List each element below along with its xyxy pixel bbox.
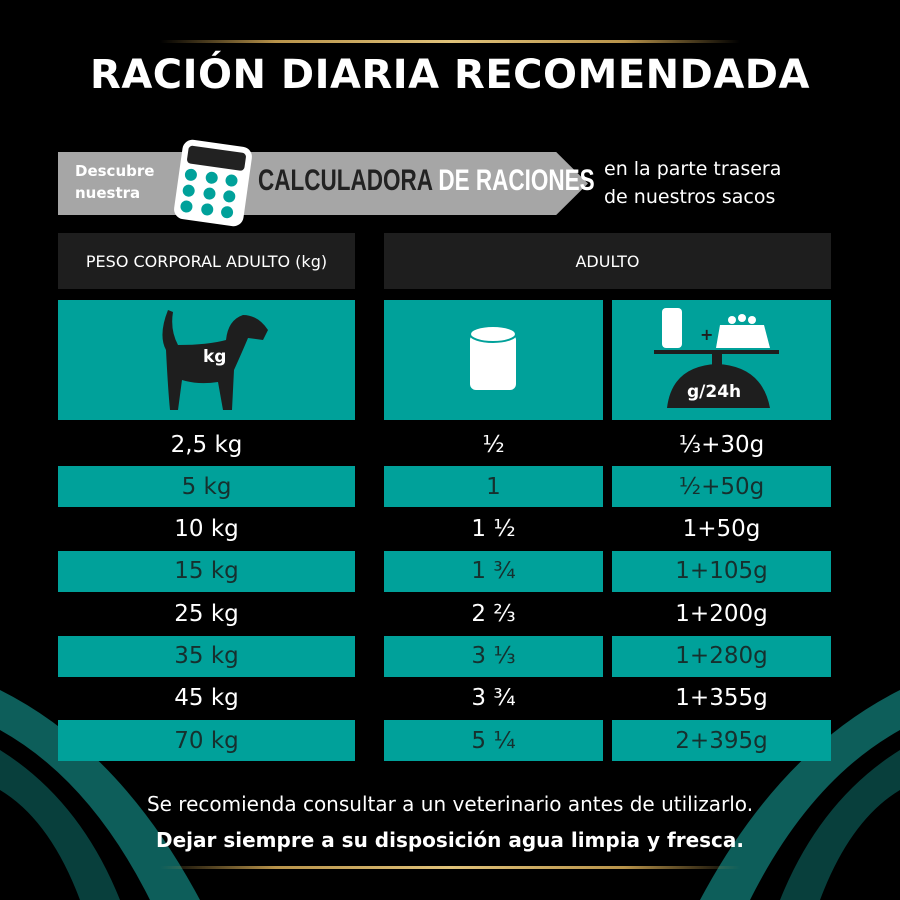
table-cell-mix: 1+355g — [675, 685, 768, 712]
footer-vet-note: Se recomienda consultar a un veterinario… — [146, 792, 754, 816]
table-cell-weight: 45 kg — [174, 685, 239, 712]
svg-text:+: + — [700, 325, 713, 344]
table-cell-mix: ⅓+30g — [678, 431, 765, 458]
dog-icon: kg — [162, 310, 268, 410]
svg-text:g/24h: g/24h — [687, 382, 741, 402]
header-weight: PESO CORPORAL ADULTO (kg) — [58, 233, 355, 289]
icon-cell-mix: + g/24h — [612, 300, 831, 420]
footer-water-note: Dejar siempre a su disposición agua limp… — [156, 828, 744, 852]
table-cell-weight: 35 kg — [58, 635, 355, 677]
gold-divider-bottom — [160, 866, 740, 869]
table-cell-can: 5 ¼ — [384, 720, 603, 762]
table-cell-mix: 1+50g — [682, 516, 761, 543]
table-cell-can: 3 ¾ — [471, 685, 516, 712]
table-cell-can: 2 ⅔ — [471, 600, 516, 627]
table-cell-weight: 5 kg — [58, 466, 355, 508]
table-cell-mix: 1+200g — [675, 600, 768, 627]
can-plus-kibble-scale-icon: + g/24h — [654, 308, 779, 408]
table-cell-can: 1 ½ — [471, 516, 516, 543]
icon-cell-dog: kg — [58, 300, 355, 420]
table-cell-can: 3 ⅓ — [384, 635, 603, 677]
calculator-title: CALCULADORA DE RACIONES — [258, 164, 595, 197]
banner-discover-text: Descubre nuestra — [75, 162, 155, 202]
table-cell-can: 1 — [384, 466, 603, 508]
can-icon — [469, 325, 517, 390]
svg-text:kg: kg — [203, 347, 226, 367]
table-cell-weight: 15 kg — [58, 550, 355, 592]
table-cell-mix: ½+50g — [612, 466, 831, 508]
table-cell-mix: 2+395g — [612, 720, 831, 762]
calculator-banner — [58, 152, 588, 215]
table-cell-can: ½ — [482, 431, 505, 458]
decorative-swoosh-right — [700, 690, 900, 900]
table-cell-can: 1 ¾ — [384, 550, 603, 592]
header-adult: ADULTO — [384, 233, 831, 289]
page-title: RACIÓN DIARIA RECOMENDADA — [90, 52, 810, 98]
table-cell-mix: 1+280g — [612, 635, 831, 677]
calculator-icon — [172, 138, 254, 228]
banner-back-text: en la parte trasera de nuestros sacos — [604, 158, 782, 208]
table-cell-weight: 2,5 kg — [170, 431, 243, 458]
table-cell-mix: 1+105g — [612, 550, 831, 592]
table-cell-weight: 25 kg — [174, 600, 239, 627]
icon-cell-can — [384, 300, 603, 420]
gold-divider-top — [160, 40, 740, 43]
table-cell-weight: 70 kg — [58, 720, 355, 762]
decorative-swoosh-left — [0, 690, 200, 900]
table-cell-weight: 10 kg — [174, 516, 239, 543]
